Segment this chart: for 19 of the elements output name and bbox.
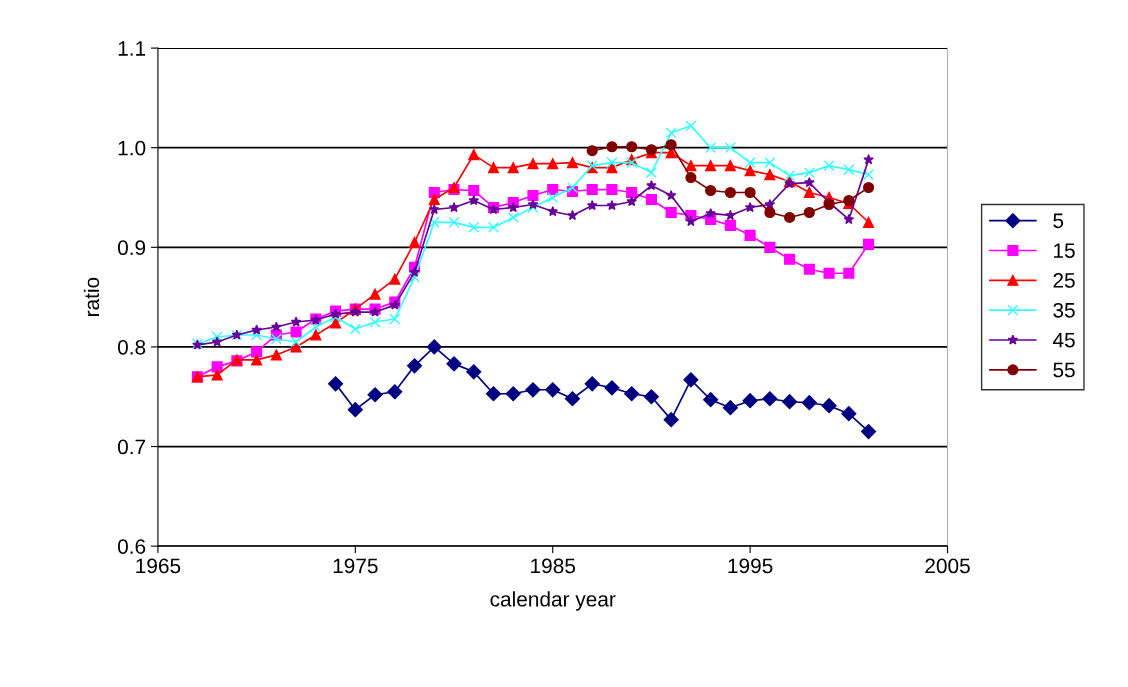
y-tick-label: 0.6	[117, 539, 146, 554]
y-tick-label: 0.8	[117, 339, 146, 355]
y-tick-label: 1.1	[118, 41, 146, 56]
legend-label: 15	[1054, 243, 1075, 258]
x-tick-label: 1995	[728, 558, 773, 574]
legend-label: 25	[1053, 273, 1075, 288]
y-tick-label: 0.9	[117, 240, 146, 256]
x-tick-label: 1965	[136, 558, 181, 574]
y-tick-label: 1.0	[118, 140, 146, 156]
y-axis-title: ratio	[83, 277, 100, 317]
legend-label: 35	[1053, 302, 1075, 318]
x-tick-label: 2005	[925, 558, 970, 574]
x-tick-label: 1975	[333, 558, 378, 574]
legend-label: 55	[1053, 362, 1075, 378]
x-tick-label: 1985	[531, 558, 576, 574]
legend-label: 5	[1053, 213, 1064, 229]
y-tick-label: 0.7	[117, 439, 146, 455]
x-axis-title: calendar year	[490, 591, 616, 611]
legend-label: 45	[1052, 332, 1075, 348]
